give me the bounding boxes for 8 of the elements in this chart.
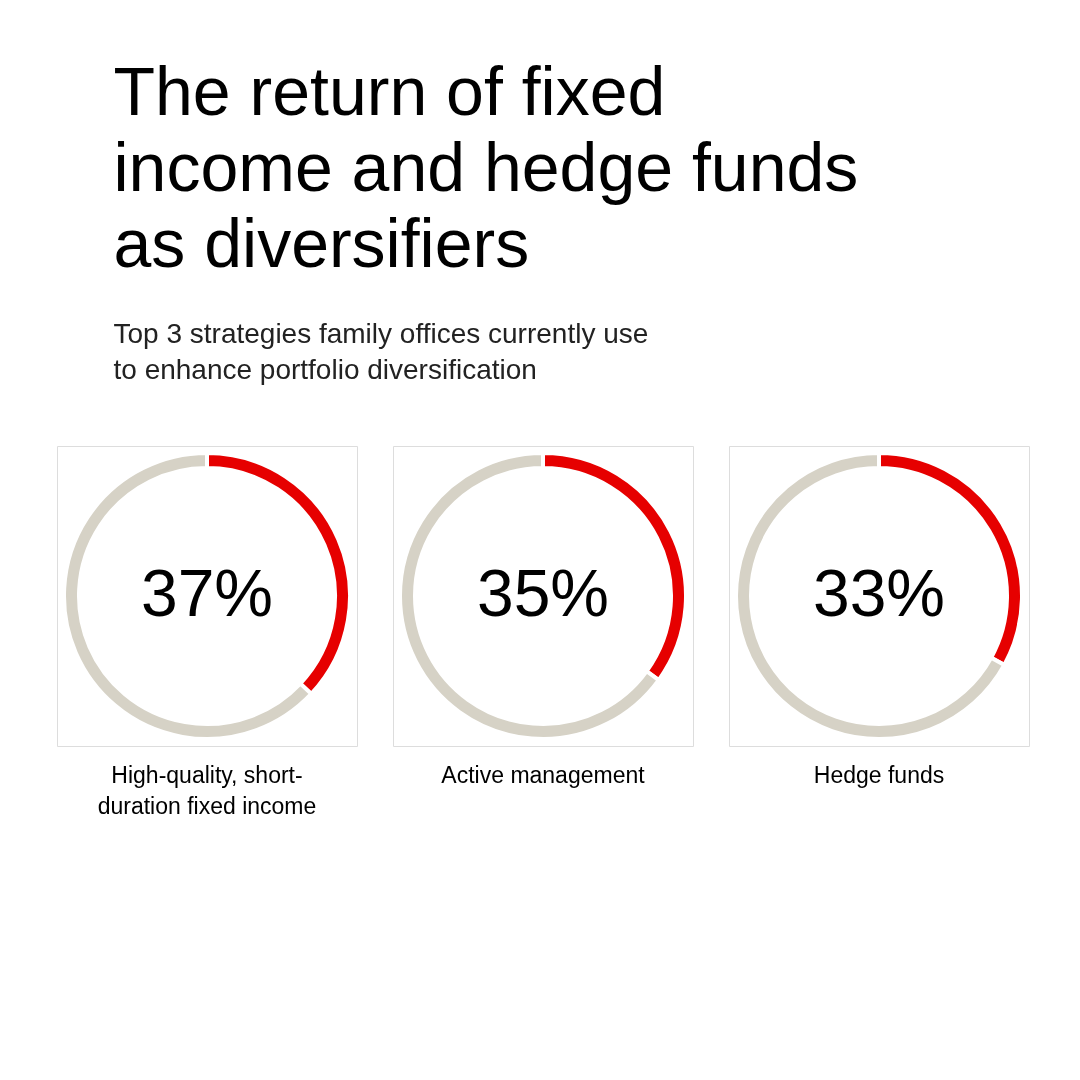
data-label: 35% [476,556,610,630]
text: Hedge funds [813,762,945,788]
text: High-quality, short-duration fixed income [97,762,317,819]
data-label: 37% [140,556,274,630]
text: Active management [441,762,646,788]
chart-subtitle: Top 3 strategies family offices currently use to enhance portfolio diversification [113,317,649,385]
text: The return of fixed income and hedge funds as diversifiers [113,52,859,281]
data-label: 33% [812,556,946,630]
